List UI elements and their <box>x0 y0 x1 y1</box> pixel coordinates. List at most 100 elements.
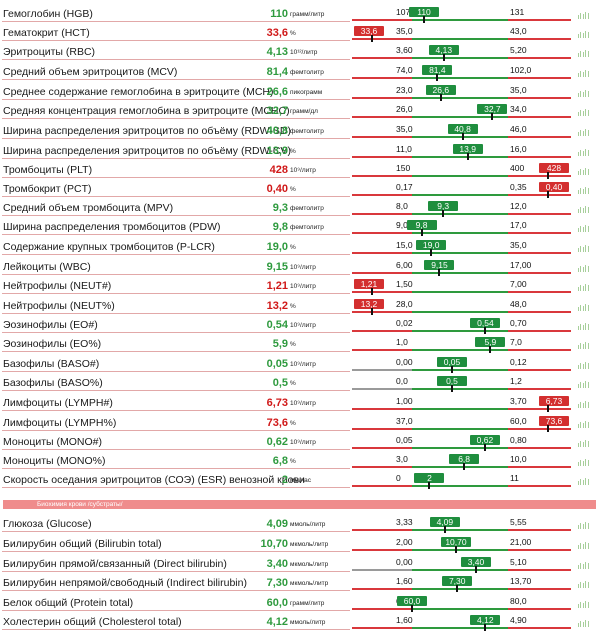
range-high-label: 48,0 <box>510 299 527 309</box>
bar-chart-icon[interactable] <box>578 149 590 156</box>
range-bar-normal <box>412 136 508 138</box>
bar-chart-icon[interactable] <box>578 206 590 213</box>
range-bar-normal <box>412 330 508 332</box>
bar-chart-icon[interactable] <box>578 381 590 388</box>
range-high-label: 35,0 <box>510 240 527 250</box>
bar-chart-icon[interactable] <box>578 187 590 194</box>
lab-result-row: Лимфоциты (LYMPH#) 6,73 10⁹/литр 1,00 3,70 6,… <box>0 393 600 412</box>
bar-chart-icon[interactable] <box>578 562 590 569</box>
lab-result-row: Средняя концентрация гемоглобина в эритр… <box>0 101 600 120</box>
test-value: 3,40 <box>266 558 288 570</box>
bar-chart-icon[interactable] <box>578 50 590 57</box>
range-bar-high <box>508 232 571 234</box>
bar-chart-icon[interactable] <box>578 581 590 588</box>
bar-chart-icon[interactable] <box>578 522 590 529</box>
bar-chart-icon[interactable] <box>578 542 590 549</box>
value-marker <box>463 463 466 470</box>
bar-chart-icon[interactable] <box>578 601 590 608</box>
range-low-label: 37,0 <box>396 416 413 426</box>
range-bar-low <box>352 57 412 59</box>
bar-chart-icon[interactable] <box>578 323 590 330</box>
range-bar-normal <box>412 156 508 158</box>
bar-chart-icon[interactable] <box>578 620 590 627</box>
bar-chart-icon[interactable] <box>578 265 590 272</box>
range-bar-normal <box>412 529 508 531</box>
bar-chart-icon[interactable] <box>578 362 590 369</box>
test-name: Среднее содержание гемоглобина в эритроц… <box>3 86 274 98</box>
lab-result-row: Средний объем эритроцитов (MCV) 81,4 фемто… <box>0 62 600 81</box>
range-low-label: 15,0 <box>396 240 413 250</box>
value-badge: 13,2 <box>354 299 384 309</box>
test-value: 2 <box>281 474 288 486</box>
test-unit: ммоль/литр <box>290 521 326 528</box>
value-marker <box>461 133 464 140</box>
bar-chart-icon[interactable] <box>578 440 590 447</box>
range-low-label: 1,50 <box>396 279 413 289</box>
lab-result-row: Билирубин непрямой/свободный (Indirect b… <box>0 573 600 592</box>
row-divider <box>2 551 350 552</box>
value-marker <box>442 54 445 61</box>
row-divider <box>2 332 350 333</box>
lab-result-row: Тромбоциты (PLT) 428 10⁹/литр 150 400 428 <box>0 160 600 179</box>
bar-chart-icon[interactable] <box>578 478 590 485</box>
test-unit: фемтолитр <box>290 69 324 76</box>
range-low-label: 1,60 <box>396 576 413 586</box>
row-divider <box>2 40 350 41</box>
range-bar-low <box>352 428 412 430</box>
range-low-label: 35,0 <box>396 124 413 134</box>
bar-chart-icon[interactable] <box>578 245 590 252</box>
bar-chart-icon[interactable] <box>578 401 590 408</box>
bar-chart-icon[interactable] <box>578 284 590 291</box>
bar-chart-icon[interactable] <box>578 109 590 116</box>
range-bar-high <box>508 608 571 610</box>
bar-chart-icon[interactable] <box>578 90 590 97</box>
range-bar-high <box>508 19 571 21</box>
test-value: 73,6 <box>266 417 288 429</box>
bar-chart-icon[interactable] <box>578 342 590 349</box>
range-bar <box>352 569 571 571</box>
value-badge: 7,30 <box>442 576 473 586</box>
bar-chart-icon[interactable] <box>578 421 590 428</box>
range-bar <box>352 57 571 59</box>
bar-chart-icon[interactable] <box>578 304 590 311</box>
value-badge: 0,40 <box>539 182 569 192</box>
range-bar-low <box>352 569 412 571</box>
bar-chart-icon[interactable] <box>578 225 590 232</box>
test-value: 32,7 <box>266 105 288 117</box>
row-divider <box>2 293 350 294</box>
range-bar-normal <box>412 97 508 99</box>
range-bar-normal <box>412 588 508 590</box>
lab-result-row: Ширина распределения эритроцитов по объё… <box>0 141 600 160</box>
range-bar <box>352 408 571 410</box>
bar-chart-icon[interactable] <box>578 168 590 175</box>
range-low-label: 1,60 <box>396 615 413 625</box>
value-marker <box>430 249 433 256</box>
value-marker <box>547 172 549 179</box>
range-bar-high <box>508 77 571 79</box>
bar-chart-icon[interactable] <box>578 129 590 136</box>
value-marker <box>443 526 446 533</box>
test-unit: 10⁹/литр <box>290 400 316 407</box>
range-bar-high <box>508 38 571 40</box>
range-bar <box>352 388 571 390</box>
range-high-label: 3,70 <box>510 396 527 406</box>
test-value: 6,73 <box>266 397 288 409</box>
range-bar-low <box>352 549 412 551</box>
bar-chart-icon[interactable] <box>578 12 590 19</box>
range-bar <box>352 529 571 531</box>
row-divider <box>2 468 350 469</box>
test-name: Средний объем тромбоцита (MPV) <box>3 202 174 214</box>
value-marker <box>442 210 445 217</box>
row-divider <box>2 449 350 450</box>
bar-chart-icon[interactable] <box>578 31 590 38</box>
range-bar-high <box>508 466 571 468</box>
row-divider <box>2 487 350 488</box>
range-bar <box>352 330 571 332</box>
bar-chart-icon[interactable] <box>578 459 590 466</box>
bar-chart-icon[interactable] <box>578 70 590 77</box>
range-bar <box>352 116 571 118</box>
range-bar-low <box>352 116 412 118</box>
row-divider <box>2 430 350 431</box>
range-bar <box>352 194 571 196</box>
